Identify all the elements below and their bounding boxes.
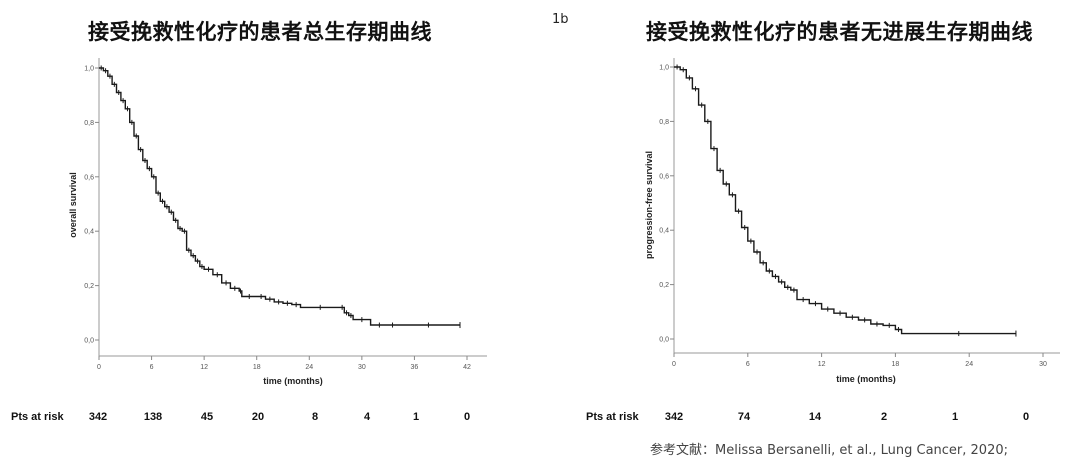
survival-curve [674, 66, 1016, 335]
right-chart-title: 接受挽救性化疗的患者无进展生存期曲线 [646, 20, 1033, 44]
x-tick-label: 30 [1039, 361, 1047, 368]
x-tick-label: 30 [358, 364, 366, 371]
x-tick-label: 12 [818, 361, 826, 368]
x-tick-label: 6 [150, 364, 154, 371]
y-tick-label: 0,8 [84, 120, 94, 127]
risk-value: 1 [412, 411, 420, 423]
y-tick-label: 0,4 [84, 229, 94, 236]
x-tick-label: 0 [672, 361, 676, 368]
y-tick-label: 0,4 [659, 228, 669, 235]
right-risk-table: Pts at risk 342 74 14 2 1 0 [0, 411, 1080, 429]
x-tick-label: 24 [305, 364, 313, 371]
y-tick-label: 0,8 [659, 119, 669, 126]
x-axis-title: time (months) [836, 374, 896, 384]
risk-table-label: Pts at risk [11, 411, 64, 423]
y-ticks: 0,0 0,2 0,4 0,6 0,8 1,0 [84, 66, 99, 345]
y-tick-label: 0,2 [659, 282, 669, 289]
survival-curve [99, 67, 460, 326]
risk-value: 4 [363, 411, 371, 423]
risk-value: 14 [808, 411, 822, 423]
y-axis-title: overall survival [68, 172, 78, 238]
x-tick-label: 36 [411, 364, 419, 371]
risk-value: 1 [951, 411, 959, 423]
risk-value: 138 [143, 411, 163, 423]
x-tick-label: 12 [200, 364, 208, 371]
y-tick-label: 0,6 [659, 173, 669, 180]
y-axis-title: progression-free survival [644, 151, 654, 259]
y-tick-label: 0,6 [84, 174, 94, 181]
risk-value: 342 [88, 411, 108, 423]
risk-value: 74 [737, 411, 751, 423]
risk-value: 20 [251, 411, 265, 423]
progression-free-survival-chart: 0,0 0,2 0,4 0,6 0,8 1,0 0 6 12 18 24 30 progressio… [644, 58, 1060, 384]
left-chart-title: 接受挽救性化疗的患者总生存期曲线 [88, 20, 432, 44]
x-tick-label: 18 [253, 364, 261, 371]
y-tick-label: 0,0 [659, 337, 669, 344]
y-tick-label: 1,0 [659, 65, 669, 72]
risk-value: 0 [463, 411, 471, 423]
x-tick-label: 24 [965, 361, 973, 368]
risk-value: 8 [311, 411, 319, 423]
panel-label: 1b [552, 12, 569, 27]
reference-citation: 参考文献：Melissa Bersanelli, et al., Lung Ca… [650, 443, 1009, 458]
y-tick-label: 1,0 [84, 66, 94, 73]
left-risk-table: Pts at risk 342 138 45 20 8 4 1 0 [0, 411, 540, 429]
x-tick-label: 42 [463, 364, 471, 371]
risk-value: 2 [880, 411, 888, 423]
overall-survival-chart: 0,0 0,2 0,4 0,6 0,8 1,0 0 6 12 18 24 30 36 42 overal… [68, 58, 487, 386]
x-tick-label: 0 [97, 364, 101, 371]
y-tick-label: 0,0 [84, 338, 94, 345]
x-ticks: 0 6 12 18 24 30 [672, 353, 1047, 368]
x-tick-label: 18 [892, 361, 900, 368]
censor-marks [676, 64, 1017, 337]
x-tick-label: 6 [746, 361, 750, 368]
x-axis-title: time (months) [263, 376, 323, 386]
risk-value: 45 [200, 411, 214, 423]
y-tick-label: 0,2 [84, 283, 94, 290]
risk-table-label: Pts at risk [586, 411, 639, 423]
risk-value: 342 [664, 411, 684, 423]
risk-value: 0 [1022, 411, 1030, 423]
x-ticks: 0 6 12 18 24 30 36 42 [97, 356, 471, 371]
y-ticks: 0,0 0,2 0,4 0,6 0,8 1,0 [659, 65, 674, 344]
censor-marks [100, 65, 461, 329]
